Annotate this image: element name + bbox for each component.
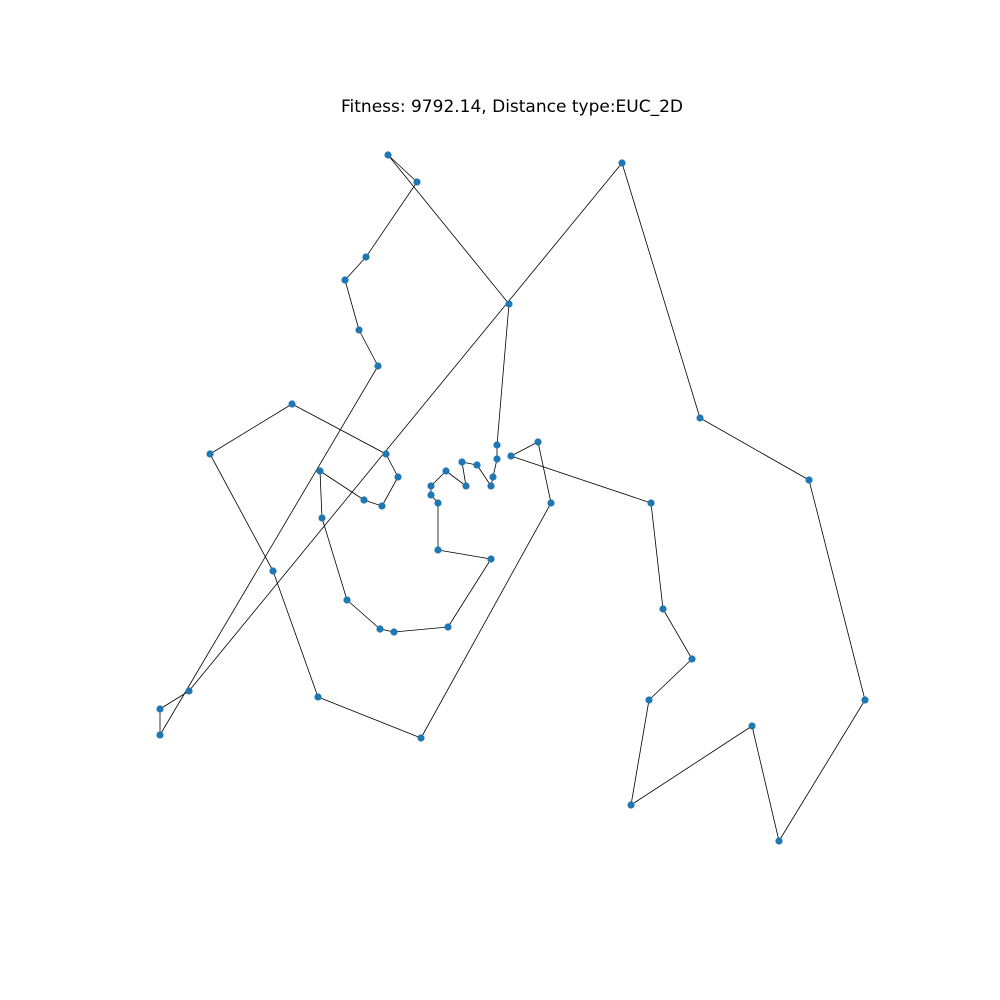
- tour-edge: [662, 608, 693, 660]
- tour-edge: [751, 725, 780, 842]
- tour-edge: [621, 162, 701, 419]
- city-point: [748, 722, 756, 730]
- tour-edge: [648, 658, 693, 701]
- city-point: [487, 482, 495, 490]
- city-point: [185, 687, 193, 695]
- tour-edge: [437, 549, 492, 560]
- city-point: [156, 731, 164, 739]
- city-point: [413, 178, 421, 186]
- tour-edge: [319, 470, 323, 519]
- tour-edge: [365, 181, 418, 258]
- city-point: [489, 473, 497, 481]
- tour-edge: [387, 154, 510, 305]
- tour-edge: [358, 329, 379, 367]
- tour-edge: [537, 441, 552, 504]
- tour-edge: [291, 403, 387, 455]
- tour-edge: [387, 154, 418, 183]
- city-nodes: [156, 151, 869, 845]
- city-point: [505, 300, 513, 308]
- tour-edge: [188, 162, 623, 692]
- tour-edge: [510, 441, 539, 457]
- city-point: [288, 400, 296, 408]
- city-point: [394, 473, 402, 481]
- city-point: [688, 655, 696, 663]
- city-point: [487, 555, 495, 563]
- city-point: [390, 628, 398, 636]
- city-point: [647, 499, 655, 507]
- tour-edge: [650, 502, 664, 610]
- city-point: [775, 837, 783, 845]
- city-point: [156, 705, 164, 713]
- city-point: [442, 467, 450, 475]
- tour-edge: [420, 502, 552, 739]
- tour-edge: [317, 696, 422, 739]
- tour-edge: [461, 461, 467, 487]
- tour-edge: [321, 517, 348, 601]
- tour-edge: [699, 417, 810, 481]
- city-point: [382, 450, 390, 458]
- city-point: [696, 414, 704, 422]
- tour-edge: [344, 256, 367, 281]
- tour-edge: [630, 699, 650, 806]
- city-point: [861, 696, 869, 704]
- tour-edge: [445, 470, 467, 487]
- tour-edge: [510, 455, 652, 504]
- tour-edge: [808, 479, 866, 701]
- city-point: [444, 623, 452, 631]
- city-point: [645, 696, 653, 704]
- city-point: [659, 605, 667, 613]
- city-point: [318, 514, 326, 522]
- tour-edge: [209, 453, 274, 572]
- tour-edge: [209, 403, 293, 455]
- city-point: [362, 253, 370, 261]
- tour-edge: [346, 599, 381, 630]
- city-point: [355, 326, 363, 334]
- city-point: [493, 441, 501, 449]
- tour-edge: [344, 279, 360, 331]
- city-point: [206, 450, 214, 458]
- city-point: [493, 455, 501, 463]
- tour-edge: [159, 365, 379, 736]
- tour-edge: [476, 464, 492, 487]
- city-point: [462, 482, 470, 490]
- tour-edge: [447, 558, 492, 628]
- tour-edge: [319, 470, 365, 501]
- city-point: [316, 467, 324, 475]
- city-point: [427, 491, 435, 499]
- city-point: [458, 458, 466, 466]
- city-point: [314, 693, 322, 701]
- chart-title: Fitness: 9792.14, Distance type:EUC_2D: [341, 97, 683, 117]
- tour-edge: [496, 303, 510, 446]
- city-point: [341, 276, 349, 284]
- city-point: [427, 482, 435, 490]
- city-point: [627, 801, 635, 809]
- tour-edge: [381, 476, 399, 507]
- city-point: [507, 452, 515, 460]
- tour-edge: [159, 690, 190, 710]
- city-point: [384, 151, 392, 159]
- city-point: [618, 159, 626, 167]
- city-point: [534, 438, 542, 446]
- city-point: [434, 499, 442, 507]
- city-point: [343, 596, 351, 604]
- city-point: [374, 362, 382, 370]
- city-point: [376, 625, 384, 633]
- city-point: [378, 502, 386, 510]
- tour-edge: [630, 725, 753, 806]
- tour-edge: [778, 699, 866, 842]
- tour-edge: [385, 453, 399, 478]
- city-point: [805, 476, 813, 484]
- tour-edges: [159, 154, 866, 842]
- city-point: [547, 499, 555, 507]
- city-point: [417, 734, 425, 742]
- tour-edge: [393, 626, 449, 633]
- tour-edge: [272, 570, 319, 698]
- city-point: [434, 546, 442, 554]
- city-point: [473, 461, 481, 469]
- city-point: [269, 567, 277, 575]
- city-point: [360, 496, 368, 504]
